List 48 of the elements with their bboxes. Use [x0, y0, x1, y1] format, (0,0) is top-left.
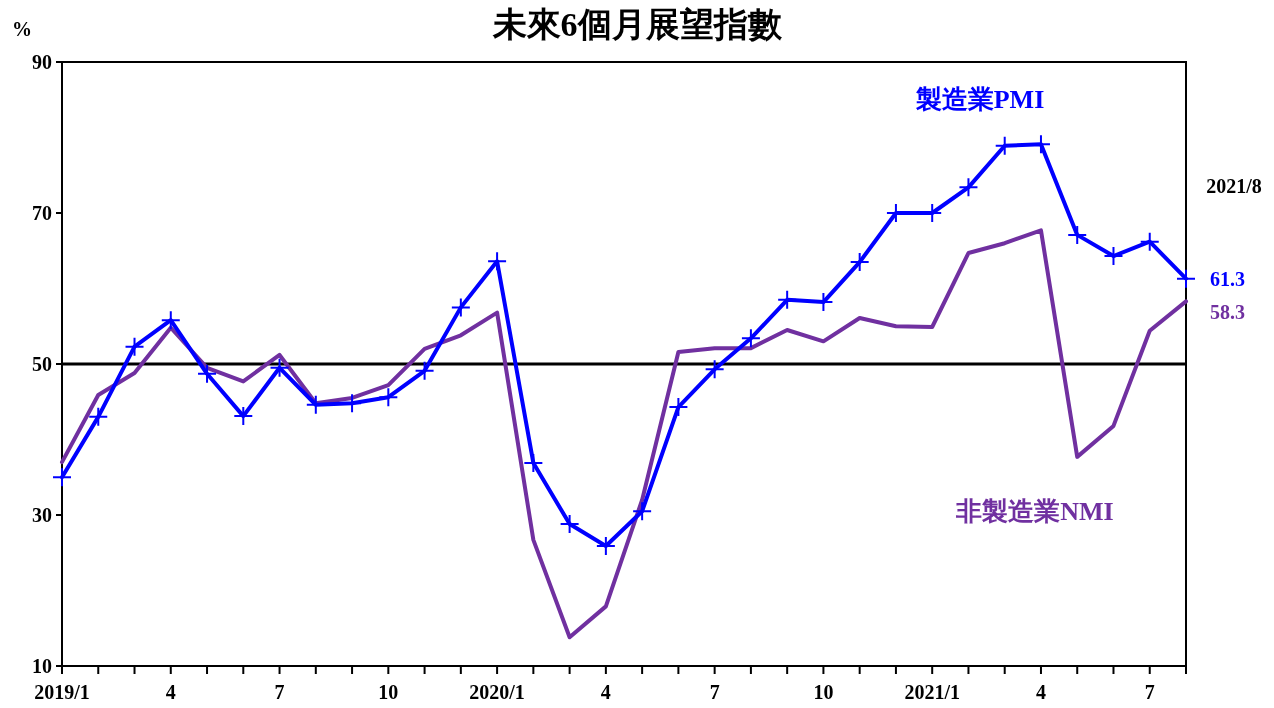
x-tick-label: 7	[1144, 681, 1155, 703]
y-tick-label: 10	[32, 655, 52, 677]
x-tick-label: 2020/1	[469, 681, 525, 703]
point	[523, 452, 544, 473]
x-tick-label: 4	[165, 681, 176, 703]
y-tick-label: 90	[32, 51, 52, 73]
text: 非製造業NMI	[955, 497, 1114, 526]
y-tick-label: 70	[32, 202, 52, 224]
y-tick-label: 30	[32, 504, 52, 526]
point	[1176, 268, 1196, 289]
point	[378, 387, 399, 408]
point	[197, 363, 218, 384]
point	[595, 535, 616, 556]
point	[704, 359, 725, 380]
chart-title: 未來6個月展望指數	[491, 6, 783, 43]
point	[740, 328, 761, 349]
point	[450, 297, 471, 318]
point	[487, 251, 508, 272]
point	[958, 177, 979, 198]
y-axis-title: %	[12, 18, 32, 40]
x-tick-label: 7	[274, 681, 285, 703]
point	[1067, 224, 1088, 245]
x-tick-label: 4	[1035, 681, 1046, 703]
point	[777, 289, 798, 310]
point	[52, 467, 72, 488]
x-tick-label: 10	[813, 681, 834, 703]
point	[559, 514, 580, 535]
point	[233, 406, 254, 427]
x-tick-label: 4	[600, 681, 611, 703]
x-tick-label: 7	[709, 681, 720, 703]
point	[160, 310, 181, 331]
x-tick-label: 2021/1	[904, 681, 960, 703]
y-tick-label: 50	[32, 353, 52, 375]
point	[632, 501, 653, 522]
x-tick-label: 10	[378, 681, 399, 703]
data-label: 58.3	[1210, 301, 1245, 324]
point	[1139, 231, 1160, 252]
point	[88, 406, 109, 427]
point	[124, 336, 145, 357]
point	[269, 357, 290, 378]
point	[1103, 246, 1124, 267]
point	[668, 397, 689, 418]
point	[414, 360, 435, 381]
text: 2021/8	[1206, 175, 1262, 197]
point	[849, 252, 870, 273]
x-tick-label: 2019/1	[34, 681, 90, 703]
series-label: 製造業PMI	[914, 85, 1045, 114]
data-label: 61.3	[1210, 267, 1245, 290]
